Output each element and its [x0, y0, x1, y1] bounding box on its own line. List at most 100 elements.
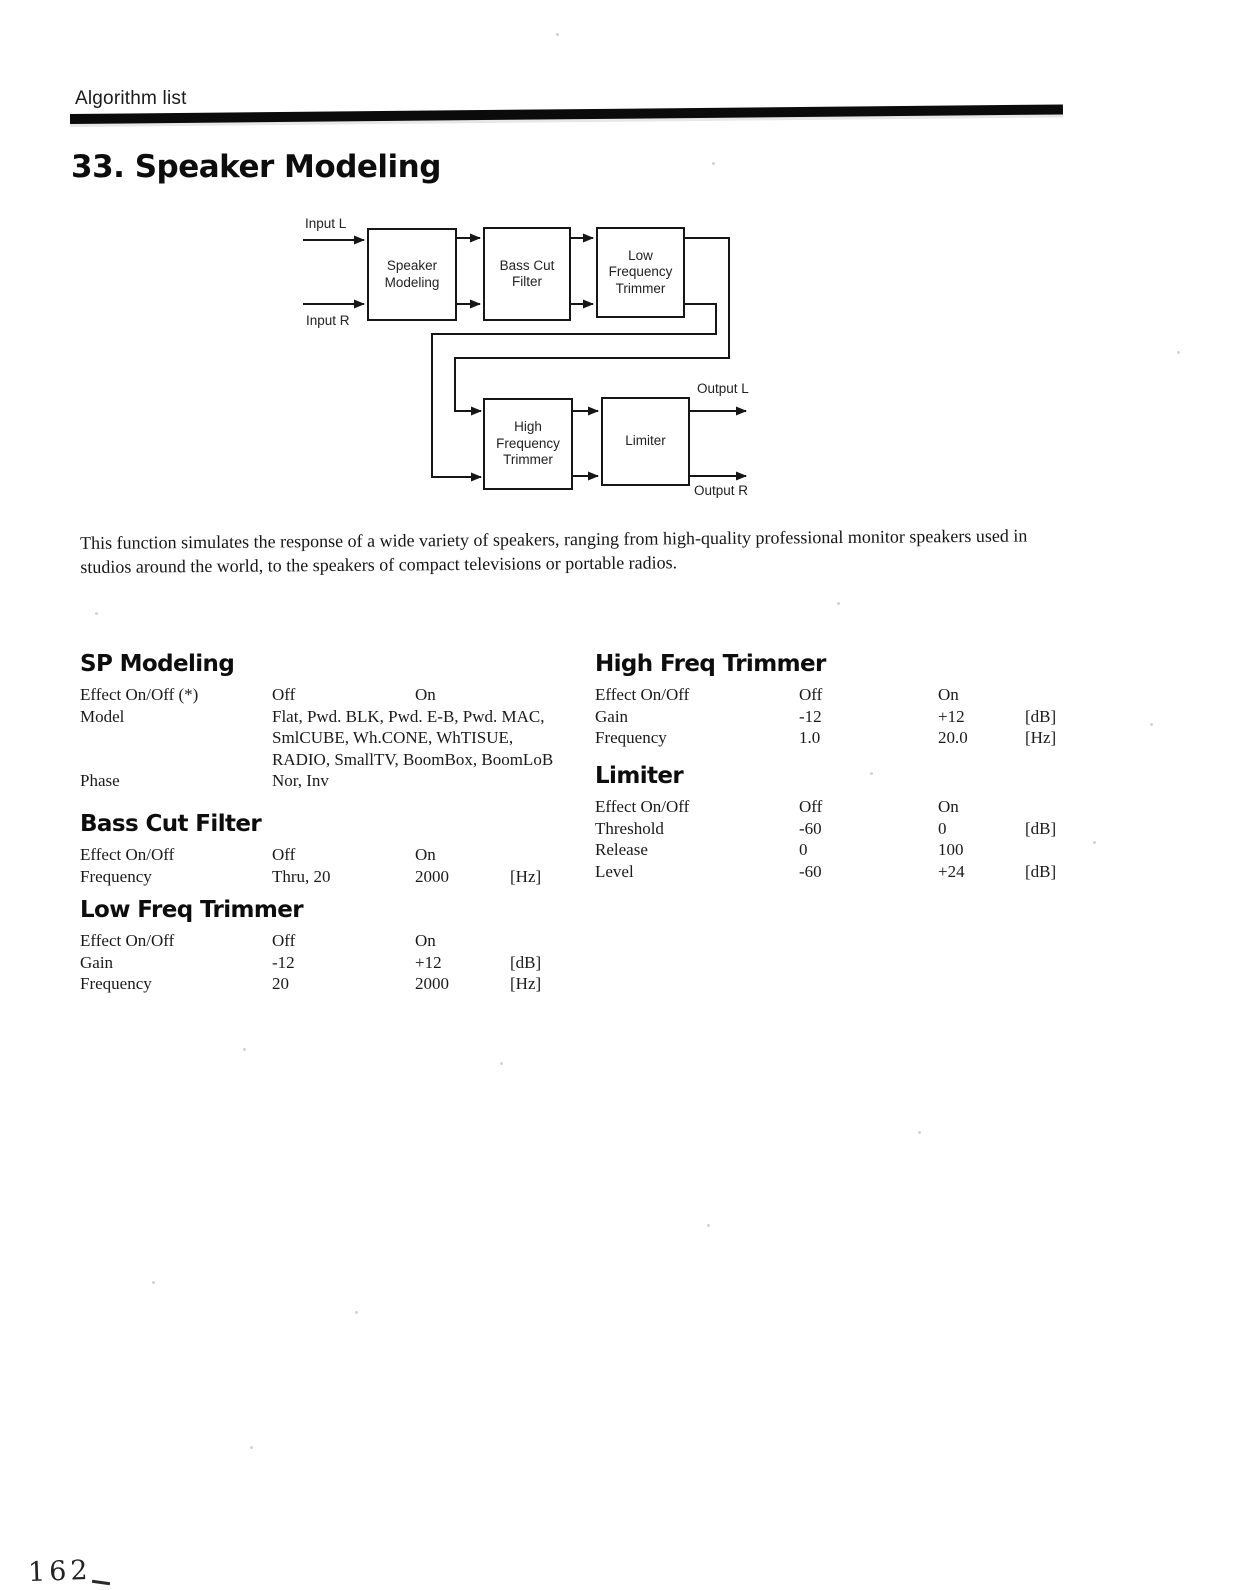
param-off-value: Off: [799, 685, 823, 704]
block-label-line: Modeling: [384, 274, 440, 290]
param-row: Effect On/Off Off On: [80, 930, 580, 952]
param-on-value: +12: [938, 706, 965, 726]
param-on-value: 20.0: [938, 728, 968, 747]
param-label: Effect On/Off (*): [80, 685, 199, 704]
param-on-value: On: [938, 797, 959, 816]
param-unit: [Hz]: [1025, 728, 1057, 747]
param-off-value: Off: [272, 685, 296, 704]
param-label: Gain: [80, 952, 114, 972]
section-limiter: Limiter Effect On/Off Off On Threshold -…: [595, 762, 1095, 882]
param-unit: [Hz]: [510, 974, 542, 993]
param-off-value: 0: [799, 840, 808, 859]
param-on-value: On: [415, 685, 436, 704]
page-title: 33. Speaker Modeling: [71, 149, 441, 185]
param-on-value: 100: [938, 840, 964, 859]
block-label-line: Trimmer: [503, 452, 553, 468]
param-label: Phase: [80, 771, 120, 790]
block-label-line: Filter: [512, 274, 542, 289]
param-off-value: -12: [799, 706, 822, 726]
param-row: Effect On/Off Off On: [595, 796, 1095, 818]
param-on-value: +24: [938, 861, 965, 881]
param-value-list: Flat, Pwd. BLK, Pwd. E-B, Pwd. MAC, SmlC…: [272, 706, 570, 771]
param-off-value: Thru, 20: [272, 866, 331, 886]
model-list-line: Flat, Pwd. BLK, Pwd. E-B, Pwd. MAC,: [272, 706, 545, 726]
param-row: Model Flat, Pwd. BLK, Pwd. E-B, Pwd. MAC…: [80, 706, 580, 771]
param-unit: [dB]: [1025, 818, 1057, 838]
param-off-value: Off: [272, 931, 296, 950]
param-row: Release 0 100: [595, 839, 1095, 861]
param-label: Frequency: [80, 866, 152, 886]
section-bass-cut-filter: Bass Cut Filter Effect On/Off Off On Fre…: [80, 810, 580, 887]
page-number: 162: [27, 1554, 93, 1589]
block-high-frequency-trimmer: High Frequency Trimmer: [483, 398, 573, 490]
section-high-freq-trimmer: High Freq Trimmer Effect On/Off Off On G…: [595, 650, 1095, 749]
param-row: Gain -12 +12 [dB]: [595, 706, 1095, 728]
section-low-freq-trimmer: Low Freq Trimmer Effect On/Off Off On Ga…: [80, 896, 580, 995]
block-label-line: Trimmer: [615, 280, 666, 296]
section-title: High Freq Trimmer: [595, 651, 826, 677]
param-row: Frequency 1.0 20.0 [Hz]: [595, 727, 1095, 749]
param-row: Frequency Thru, 20 2000 [Hz]: [80, 866, 580, 888]
param-label: Release: [595, 840, 648, 859]
param-off-value: Off: [799, 797, 823, 816]
param-row: Effect On/Off (*) Off On: [80, 684, 580, 706]
param-unit: [510, 684, 570, 706]
param-row: Level -60 +24 [dB]: [595, 861, 1095, 883]
output-l-label: Output L: [697, 381, 749, 396]
input-l-label: Input L: [305, 216, 347, 231]
param-label: Effect On/Off: [80, 845, 175, 864]
param-label: Frequency: [80, 974, 152, 993]
param-label: Frequency: [595, 728, 667, 747]
block-label-line: Frequency: [608, 264, 673, 280]
param-label: Threshold: [595, 818, 664, 838]
param-on-value: 2000: [415, 974, 449, 993]
param-off-value: Off: [272, 845, 296, 864]
page-number-dash: [91, 1579, 111, 1586]
output-r-label: Output R: [694, 483, 749, 498]
section-sp-modeling: SP Modeling Effect On/Off (*) Off On Mod…: [80, 650, 580, 792]
param-off-value: -12: [272, 952, 295, 972]
param-value-list: Nor, Inv: [272, 771, 329, 790]
param-label: Effect On/Off: [595, 797, 690, 816]
param-unit: [dB]: [1025, 861, 1057, 881]
param-on-value: On: [415, 845, 436, 864]
param-row: Effect On/Off Off On: [595, 684, 1095, 706]
param-row: Effect On/Off Off On: [80, 844, 580, 866]
param-off-value: -60: [799, 861, 822, 881]
param-unit: [510, 930, 570, 952]
description-paragraph: This function simulates the response of …: [80, 525, 1028, 577]
block-label-line: Limiter: [625, 433, 666, 449]
param-unit: [dB]: [510, 952, 542, 972]
param-unit: [dB]: [1025, 706, 1057, 726]
param-on-value: 2000: [415, 866, 449, 886]
section-title: Limiter: [595, 763, 684, 789]
param-label: Effect On/Off: [80, 931, 175, 950]
block-label-line: Low: [628, 247, 653, 263]
param-label: Level: [595, 861, 634, 881]
block-label-line: High: [514, 419, 542, 435]
block-speaker-modeling: Speaker Modeling: [367, 228, 457, 321]
param-unit: [Hz]: [510, 866, 542, 886]
param-on-value: 0: [938, 818, 947, 838]
block-low-frequency-trimmer: Low Frequency Trimmer: [596, 227, 685, 318]
param-on-value: +12: [415, 952, 442, 972]
header-rule: [69, 104, 1064, 124]
param-row: Gain -12 +12 [dB]: [80, 952, 580, 974]
block-label-line: Speaker: [386, 258, 438, 273]
param-unit: [1025, 839, 1085, 861]
block-bass-cut-filter: Bass Cut Filter: [483, 227, 571, 321]
param-off-value: 20: [272, 974, 289, 993]
param-on-value: On: [415, 931, 436, 950]
param-unit: [510, 844, 570, 866]
model-list-line: SmlCUBE, Wh.CONE, WhTISUE,: [272, 728, 514, 747]
section-title: Bass Cut Filter: [80, 811, 262, 837]
input-r-label: Input R: [306, 313, 350, 328]
param-unit: [1025, 796, 1085, 818]
param-on-value: On: [938, 685, 959, 704]
param-unit: [1025, 684, 1085, 706]
param-label: Gain: [595, 706, 629, 726]
param-row: Threshold -60 0 [dB]: [595, 818, 1095, 840]
block-label-line: Frequency: [496, 435, 560, 451]
param-off-value: 1.0: [799, 728, 821, 747]
